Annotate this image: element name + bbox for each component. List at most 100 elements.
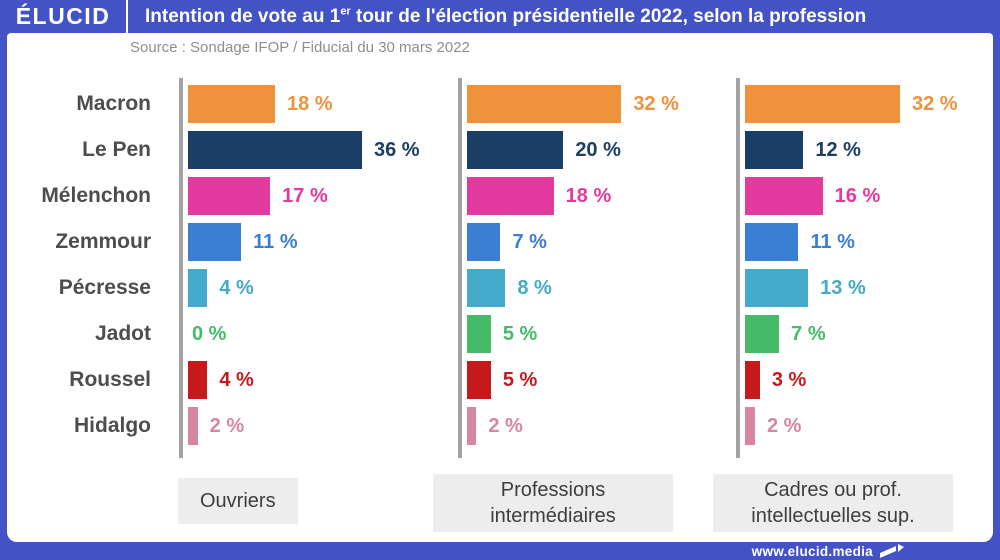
bar-value-label: 7 % [512,230,547,253]
bar-row: 2 % [745,403,987,449]
bar-value-label: 4 % [219,368,254,391]
page-title: Intention de vote au 1er tour de l'élect… [145,6,866,28]
bar-row: 36 % [188,127,430,173]
bar-roussel-cadres-ou-prof-intellectuelles-sup [745,361,760,399]
bar-value-label: 11 % [253,230,298,253]
bar-pecresse-cadres-ou-prof-intellectuelles-sup [745,269,809,307]
candidate-label-zemmour: Zemmour [55,230,151,253]
bars-ouvriers: 18 % 36 % 17 % 11 % 4 % 0 % 4 % 2 % [188,81,430,449]
title-prefix: Intention de vote au 1 [145,5,341,27]
source-caption: Source : Sondage IFOP / Fiducial du 30 m… [130,39,470,56]
bar-macron-ouvriers [188,85,275,123]
bar-row: 32 % [466,81,709,127]
bar-row: 16 % [745,173,987,219]
bar-row: 11 % [188,219,430,265]
bar-value-label: 5 % [502,368,538,391]
bar-row: 18 % [188,81,430,127]
bar-value-label: 20 % [575,138,621,161]
candidate-label-pecresse: Pécresse [58,276,151,299]
bar-melenchon-professions-intermediaires [466,177,554,215]
chart-card: Source : Sondage IFOP / Fiducial du 30 m… [7,33,993,542]
bar-row: 2 % [188,403,430,449]
bars-professions-intermediaires: 32 % 20 % 18 % 7 % 8 % 5 % 5 % 2 % [466,81,709,449]
candidate-label-roussel: Roussel [69,368,151,391]
elucid-logo-mark [879,543,905,559]
y-axis [736,78,741,458]
chart-panel-ouvriers: 18 % 36 % 17 % 11 % 4 % 0 % 4 % 2 % [179,78,430,458]
bar-row: 7 % [745,311,987,357]
bar-row: 0 % [188,311,430,357]
bar-value-label: 8 % [517,276,552,299]
bar-row: 3 % [745,357,987,403]
bar-value-label: 18 % [286,92,333,115]
footer-bar: www.elucid.media [0,542,1000,560]
bar-le-pen-professions-intermediaires [466,131,564,169]
chart-grid: Macron Le Pen Mélenchon Zemmour Pécresse Jado… [29,78,987,458]
bar-value-label: 11 % [810,230,855,253]
header-bar: ÉLUCID Intention de vote au 1er tour de … [0,0,1000,33]
bar-roussel-professions-intermediaires [466,361,491,399]
bar-row: 5 % [466,311,709,357]
bar-row: 12 % [745,127,987,173]
bar-macron-cadres-ou-prof-intellectuelles-sup [745,85,900,123]
candidate-label-hidalgo: Hidalgo [74,414,151,437]
bar-zemmour-ouvriers [188,223,242,261]
bar-jadot-cadres-ou-prof-intellectuelles-sup [745,315,780,353]
bar-roussel-ouvriers [188,361,208,399]
bar-value-label: 5 % [502,322,538,345]
bar-value-label: 16 % [834,184,881,207]
bar-row: 17 % [188,173,430,219]
bars-cadres: 32 % 12 % 16 % 11 % 13 % 7 % 3 % 2 % [745,81,987,449]
bar-row: 11 % [745,219,987,265]
elucid-logo: ÉLUCID [15,3,111,29]
title-superscript: er [340,5,351,18]
bar-hidalgo-professions-intermediaires [466,407,477,445]
bar-value-label: 17 % [282,184,328,207]
header-divider [126,0,128,33]
candidate-label-macron: Macron [76,92,151,115]
candidate-label-melenchon: Mélenchon [41,184,151,207]
bar-macron-professions-intermediaires [466,85,622,123]
bar-row: 13 % [745,265,987,311]
bar-value-label: 32 % [633,92,679,115]
bar-value-label: 2 % [209,414,245,437]
bar-value-label: 18 % [565,184,612,207]
bar-jadot-professions-intermediaires [466,315,491,353]
bar-hidalgo-ouvriers [188,407,198,445]
bar-le-pen-ouvriers [188,131,362,169]
bar-melenchon-ouvriers [188,177,271,215]
bar-value-label: 2 % [766,414,802,437]
chart-panel-cadres: 32 % 12 % 16 % 11 % 13 % 7 % 3 % 2 % [736,78,987,458]
bar-row: 8 % [466,265,709,311]
bar-row: 7 % [466,219,709,265]
bar-value-label: 12 % [815,138,861,161]
bar-zemmour-cadres-ou-prof-intellectuelles-sup [745,223,799,261]
bar-value-label: 0 % [192,322,227,345]
candidate-label-jadot: Jadot [94,322,151,345]
chart-panel-professions-intermediaires: 32 % 20 % 18 % 7 % 8 % 5 % 5 % 2 % [457,78,709,458]
bar-zemmour-professions-intermediaires [466,223,501,261]
group-label-professions-intermediaires: Professions intermédiaires [433,474,673,532]
bar-row: 18 % [466,173,709,219]
candidate-label-le-pen: Le Pen [82,138,151,161]
bar-value-label: 7 % [791,322,826,345]
y-axis [179,78,183,458]
bar-value-label: 3 % [771,368,807,391]
title-suffix: tour de l'élection présidentielle 2022, … [350,5,867,27]
bar-row: 20 % [466,127,709,173]
bar-value-label: 36 % [373,138,420,161]
candidate-labels-column: Macron Le Pen Mélenchon Zemmour Pécresse Jado… [29,81,151,449]
bar-melenchon-cadres-ou-prof-intellectuelles-sup [745,177,823,215]
bar-row: 2 % [466,403,709,449]
bar-pecresse-ouvriers [188,269,208,307]
bar-pecresse-professions-intermediaires [466,269,506,307]
bar-value-label: 2 % [488,414,523,437]
bar-value-label: 32 % [911,92,958,115]
y-axis [457,78,462,458]
bar-hidalgo-cadres-ou-prof-intellectuelles-sup [745,407,755,445]
website-url: www.elucid.media [751,543,873,559]
bar-row: 32 % [745,81,987,127]
bar-value-label: 13 % [820,276,866,299]
bar-le-pen-cadres-ou-prof-intellectuelles-sup [745,131,804,169]
